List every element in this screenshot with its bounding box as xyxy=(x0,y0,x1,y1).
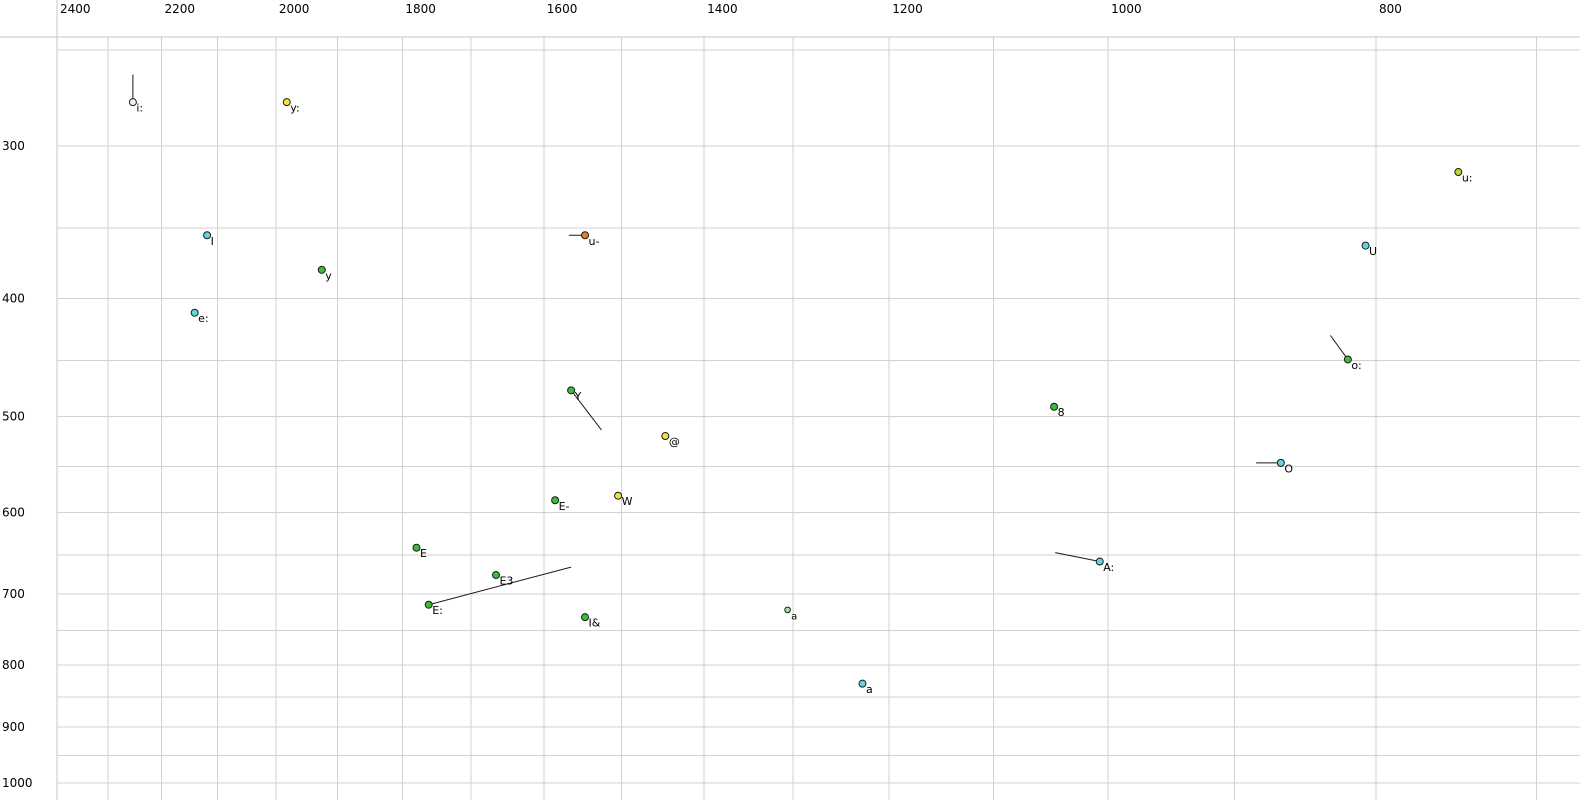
y-axis-tick-label: 800 xyxy=(2,658,25,672)
point-label: a xyxy=(791,611,797,622)
point-label: o: xyxy=(1351,359,1361,372)
data-point xyxy=(858,679,867,688)
data-point xyxy=(661,432,670,441)
data-point xyxy=(1343,355,1352,364)
data-point xyxy=(1050,402,1059,411)
x-axis-tick-label: 2200 xyxy=(164,2,195,16)
x-axis-tick-label: 1000 xyxy=(1111,2,1142,16)
data-point xyxy=(551,496,560,505)
data-point xyxy=(567,386,576,395)
x-axis-tick-label: 1600 xyxy=(547,2,578,16)
point-label: 8 xyxy=(1058,406,1065,419)
point-label: u: xyxy=(1462,172,1473,185)
point-tail xyxy=(428,566,572,606)
point-label: A: xyxy=(1103,561,1114,574)
point-label: U xyxy=(1369,245,1377,258)
point-tail xyxy=(1329,335,1349,360)
point-label: O xyxy=(1284,462,1293,475)
y-axis-tick-label: 900 xyxy=(2,720,25,734)
x-axis-tick-label: 2000 xyxy=(279,2,310,16)
point-label: Y xyxy=(574,390,582,403)
data-point xyxy=(203,231,212,240)
point-label: a xyxy=(866,683,873,696)
y-axis-tick-label: 1000 xyxy=(2,776,33,790)
point-label: y: xyxy=(290,102,299,115)
data-point xyxy=(1361,241,1370,250)
y-axis-tick-label: 500 xyxy=(2,409,25,423)
point-label: E xyxy=(420,547,427,560)
data-point xyxy=(1454,168,1463,177)
data-point xyxy=(128,98,137,107)
point-label: @ xyxy=(669,436,680,449)
data-point xyxy=(581,613,590,622)
x-axis-tick-label: 1200 xyxy=(892,2,923,16)
y-axis-tick-label: 700 xyxy=(2,587,25,601)
point-label: y xyxy=(325,269,332,282)
data-point xyxy=(424,600,433,609)
point-label: I xyxy=(211,235,214,248)
x-axis-tick-label: 2400 xyxy=(60,2,91,16)
point-label: E- xyxy=(559,500,570,513)
data-point xyxy=(317,265,326,274)
data-point xyxy=(282,98,291,107)
point-label: e: xyxy=(198,312,208,325)
data-point xyxy=(614,491,623,500)
point-label: I& xyxy=(589,617,601,630)
data-point xyxy=(491,571,500,580)
point-label: E: xyxy=(432,604,443,617)
point-tail xyxy=(1055,552,1100,563)
y-axis-tick-label: 300 xyxy=(2,139,25,153)
x-axis-tick-label: 1400 xyxy=(707,2,738,16)
data-point xyxy=(190,308,199,317)
point-label: i: xyxy=(136,102,143,115)
point-label: E3 xyxy=(499,575,513,588)
point-label: u- xyxy=(589,235,600,248)
x-axis-tick-label: 1800 xyxy=(405,2,436,16)
point-tail xyxy=(570,390,602,431)
data-point xyxy=(784,606,791,614)
point-label: W xyxy=(622,495,633,508)
x-axis-tick-label: 800 xyxy=(1379,2,1402,16)
data-point xyxy=(1095,557,1104,566)
y-axis-tick-label: 600 xyxy=(2,506,25,520)
y-axis-tick-label: 400 xyxy=(2,291,25,305)
data-point xyxy=(581,231,590,240)
data-point xyxy=(1276,458,1285,467)
data-point xyxy=(412,543,421,552)
